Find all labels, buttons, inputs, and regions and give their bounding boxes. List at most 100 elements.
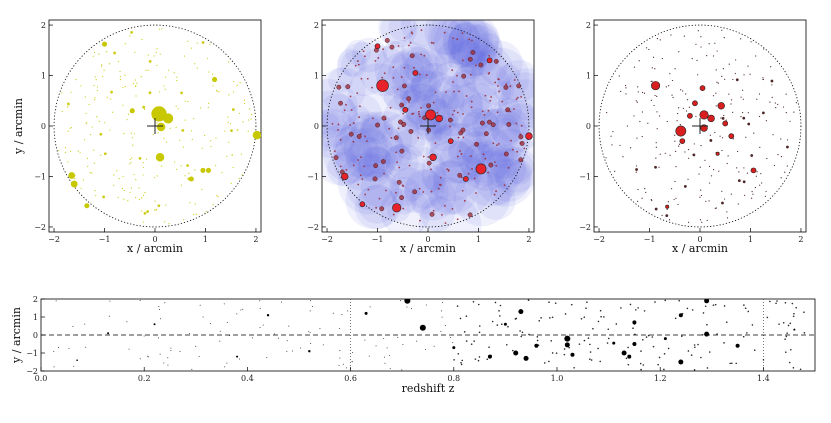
panel-top-right-minor-point — [747, 112, 749, 114]
panel-bottom-minor-point — [198, 355, 200, 357]
panel-top-right-minor-point — [684, 151, 686, 153]
panel-top-middle-minor-point — [396, 161, 398, 164]
panel-top-right-minor-point — [655, 146, 657, 148]
panel-top-right-minor-point — [700, 46, 702, 48]
panel-bottom-minor-point — [747, 310, 750, 313]
panel-top-left-minor-point — [118, 178, 120, 180]
panel-bottom-minor-point — [444, 325, 446, 327]
panel-top-left-minor-point — [229, 123, 232, 125]
panel-bottom-minor-point — [465, 315, 468, 317]
panel-top-middle-minor-point — [423, 54, 426, 57]
panel-top-middle-minor-point — [339, 138, 342, 141]
panel-top-left-minor-point — [143, 108, 146, 110]
panel-bottom-minor-point — [309, 332, 311, 334]
panel-bottom-minor-point — [300, 347, 302, 349]
panel-top-left-minor-point — [123, 198, 125, 200]
panel-top-left-minor-point — [148, 91, 152, 95]
panel-top-left-minor-point — [161, 28, 163, 30]
panel-top-middle-minor-point — [381, 115, 387, 121]
panel-top-right-minor-point — [693, 143, 695, 145]
panel-top-middle-halo — [439, 138, 486, 184]
panel-top-middle-minor-point — [398, 166, 401, 169]
panel-top-right-minor-point — [751, 197, 753, 199]
panel-top-left-minor-point — [201, 147, 203, 149]
panel-top-left-minor-point — [182, 146, 185, 148]
panel-bottom-minor-point — [793, 312, 795, 315]
panel-top-middle-minor-point — [363, 165, 366, 168]
panel-top-right-minor-point — [697, 74, 699, 76]
panel-top-left-minor-point — [180, 165, 182, 167]
panel-top-left-minor-point — [179, 139, 181, 141]
panel-top-middle-background-points — [331, 29, 526, 225]
panel-top-right-point — [692, 100, 698, 107]
panel-top-middle-halo — [439, 84, 484, 129]
panel-top-middle-halo — [334, 147, 357, 170]
panel-top-right-minor-point — [665, 86, 667, 88]
panel-top-middle-point — [392, 203, 402, 213]
panel-top-middle-minor-point — [451, 113, 454, 116]
panel-top-middle-point — [376, 79, 389, 92]
panel-top-middle-minor-point — [503, 151, 509, 157]
panel-bottom-minor-point — [589, 358, 591, 361]
panel-top-right-xticks: −2 −1 0 1 2 — [593, 228, 803, 244]
panel-top-left-minor-point — [127, 113, 130, 115]
panel-top-left-minor-point — [67, 130, 69, 132]
panel-top-middle-minor-point — [393, 135, 399, 141]
panel-top-middle-minor-point — [471, 39, 473, 42]
panel-top-left-minor-point — [94, 99, 96, 101]
panel-top-left-minor-point — [119, 76, 122, 78]
panel-top-right-minor-point — [668, 219, 671, 221]
panel-top-right-minor-point — [633, 115, 635, 117]
panel-bottom-point — [678, 359, 684, 365]
panel-top-middle-minor-point — [396, 179, 402, 185]
panel-top-right-point — [687, 113, 693, 119]
panel-top-left-point — [163, 113, 174, 124]
panel-top-right-minor-point — [723, 114, 725, 117]
panel-top-middle-minor-point — [359, 174, 362, 177]
panel-top-middle-minor-point — [356, 60, 359, 62]
panel-top-left-minor-point — [102, 75, 104, 78]
panel-top-left-minor-point — [64, 147, 67, 149]
panel-top-middle-minor-point — [388, 127, 391, 130]
panel-top-middle-minor-point — [461, 59, 464, 62]
panel-top-right-minor-point — [680, 89, 682, 91]
panel-bottom-minor-point — [441, 310, 443, 312]
panel-top-middle-minor-point — [503, 184, 506, 187]
panel-top-right-point — [717, 102, 725, 110]
panel-top-middle-minor-point — [363, 55, 366, 58]
panel-top-middle-point — [525, 132, 533, 140]
panel-top-right-minor-point — [737, 179, 741, 183]
panel-top-right-point — [750, 167, 757, 174]
panel-top-middle-halo — [322, 113, 340, 136]
panel-top-middle-halo — [339, 111, 395, 167]
panel-top-right-minor-point — [777, 154, 779, 156]
panel-top-middle-minor-point — [359, 105, 361, 108]
panel-top-left-minor-point — [189, 202, 191, 204]
panel-top-right-minor-point — [688, 106, 691, 108]
panel-top-middle-ytick-label: 1 — [314, 72, 319, 81]
panel-top-middle-minor-point — [516, 83, 522, 89]
panel-bottom-minor-point — [640, 368, 642, 371]
panel-top-right-minor-point — [714, 207, 716, 210]
panel-top-middle-minor-point — [333, 155, 339, 161]
panel-bottom-minor-point — [725, 321, 728, 323]
panel-top-left-minor-point — [110, 98, 112, 100]
panel-top-right-minor-point — [760, 173, 762, 175]
panel-top-left-minor-point — [153, 176, 155, 178]
panel-top-middle-minor-point — [380, 159, 386, 164]
panel-top-right-minor-point — [626, 125, 629, 127]
panel-top-middle-minor-point — [352, 140, 355, 143]
panel-top-left-minor-point — [247, 130, 249, 132]
panel-top-middle-minor-point — [507, 166, 510, 169]
panel-top-middle-halo — [322, 93, 357, 132]
panel-top-middle-ytick-label: −2 — [307, 223, 319, 232]
panel-top-right-minor-point — [651, 80, 653, 82]
panel-top-middle-minor-point — [384, 38, 390, 43]
panel-top-middle-minor-point — [503, 85, 509, 90]
panel-bottom-minor-point — [159, 353, 161, 355]
panel-top-middle-halo — [507, 159, 533, 185]
panel-top-right-minor-point — [673, 198, 675, 201]
panel-top-right-minor-point — [747, 122, 751, 126]
panel-bottom-minor-point — [266, 357, 268, 359]
